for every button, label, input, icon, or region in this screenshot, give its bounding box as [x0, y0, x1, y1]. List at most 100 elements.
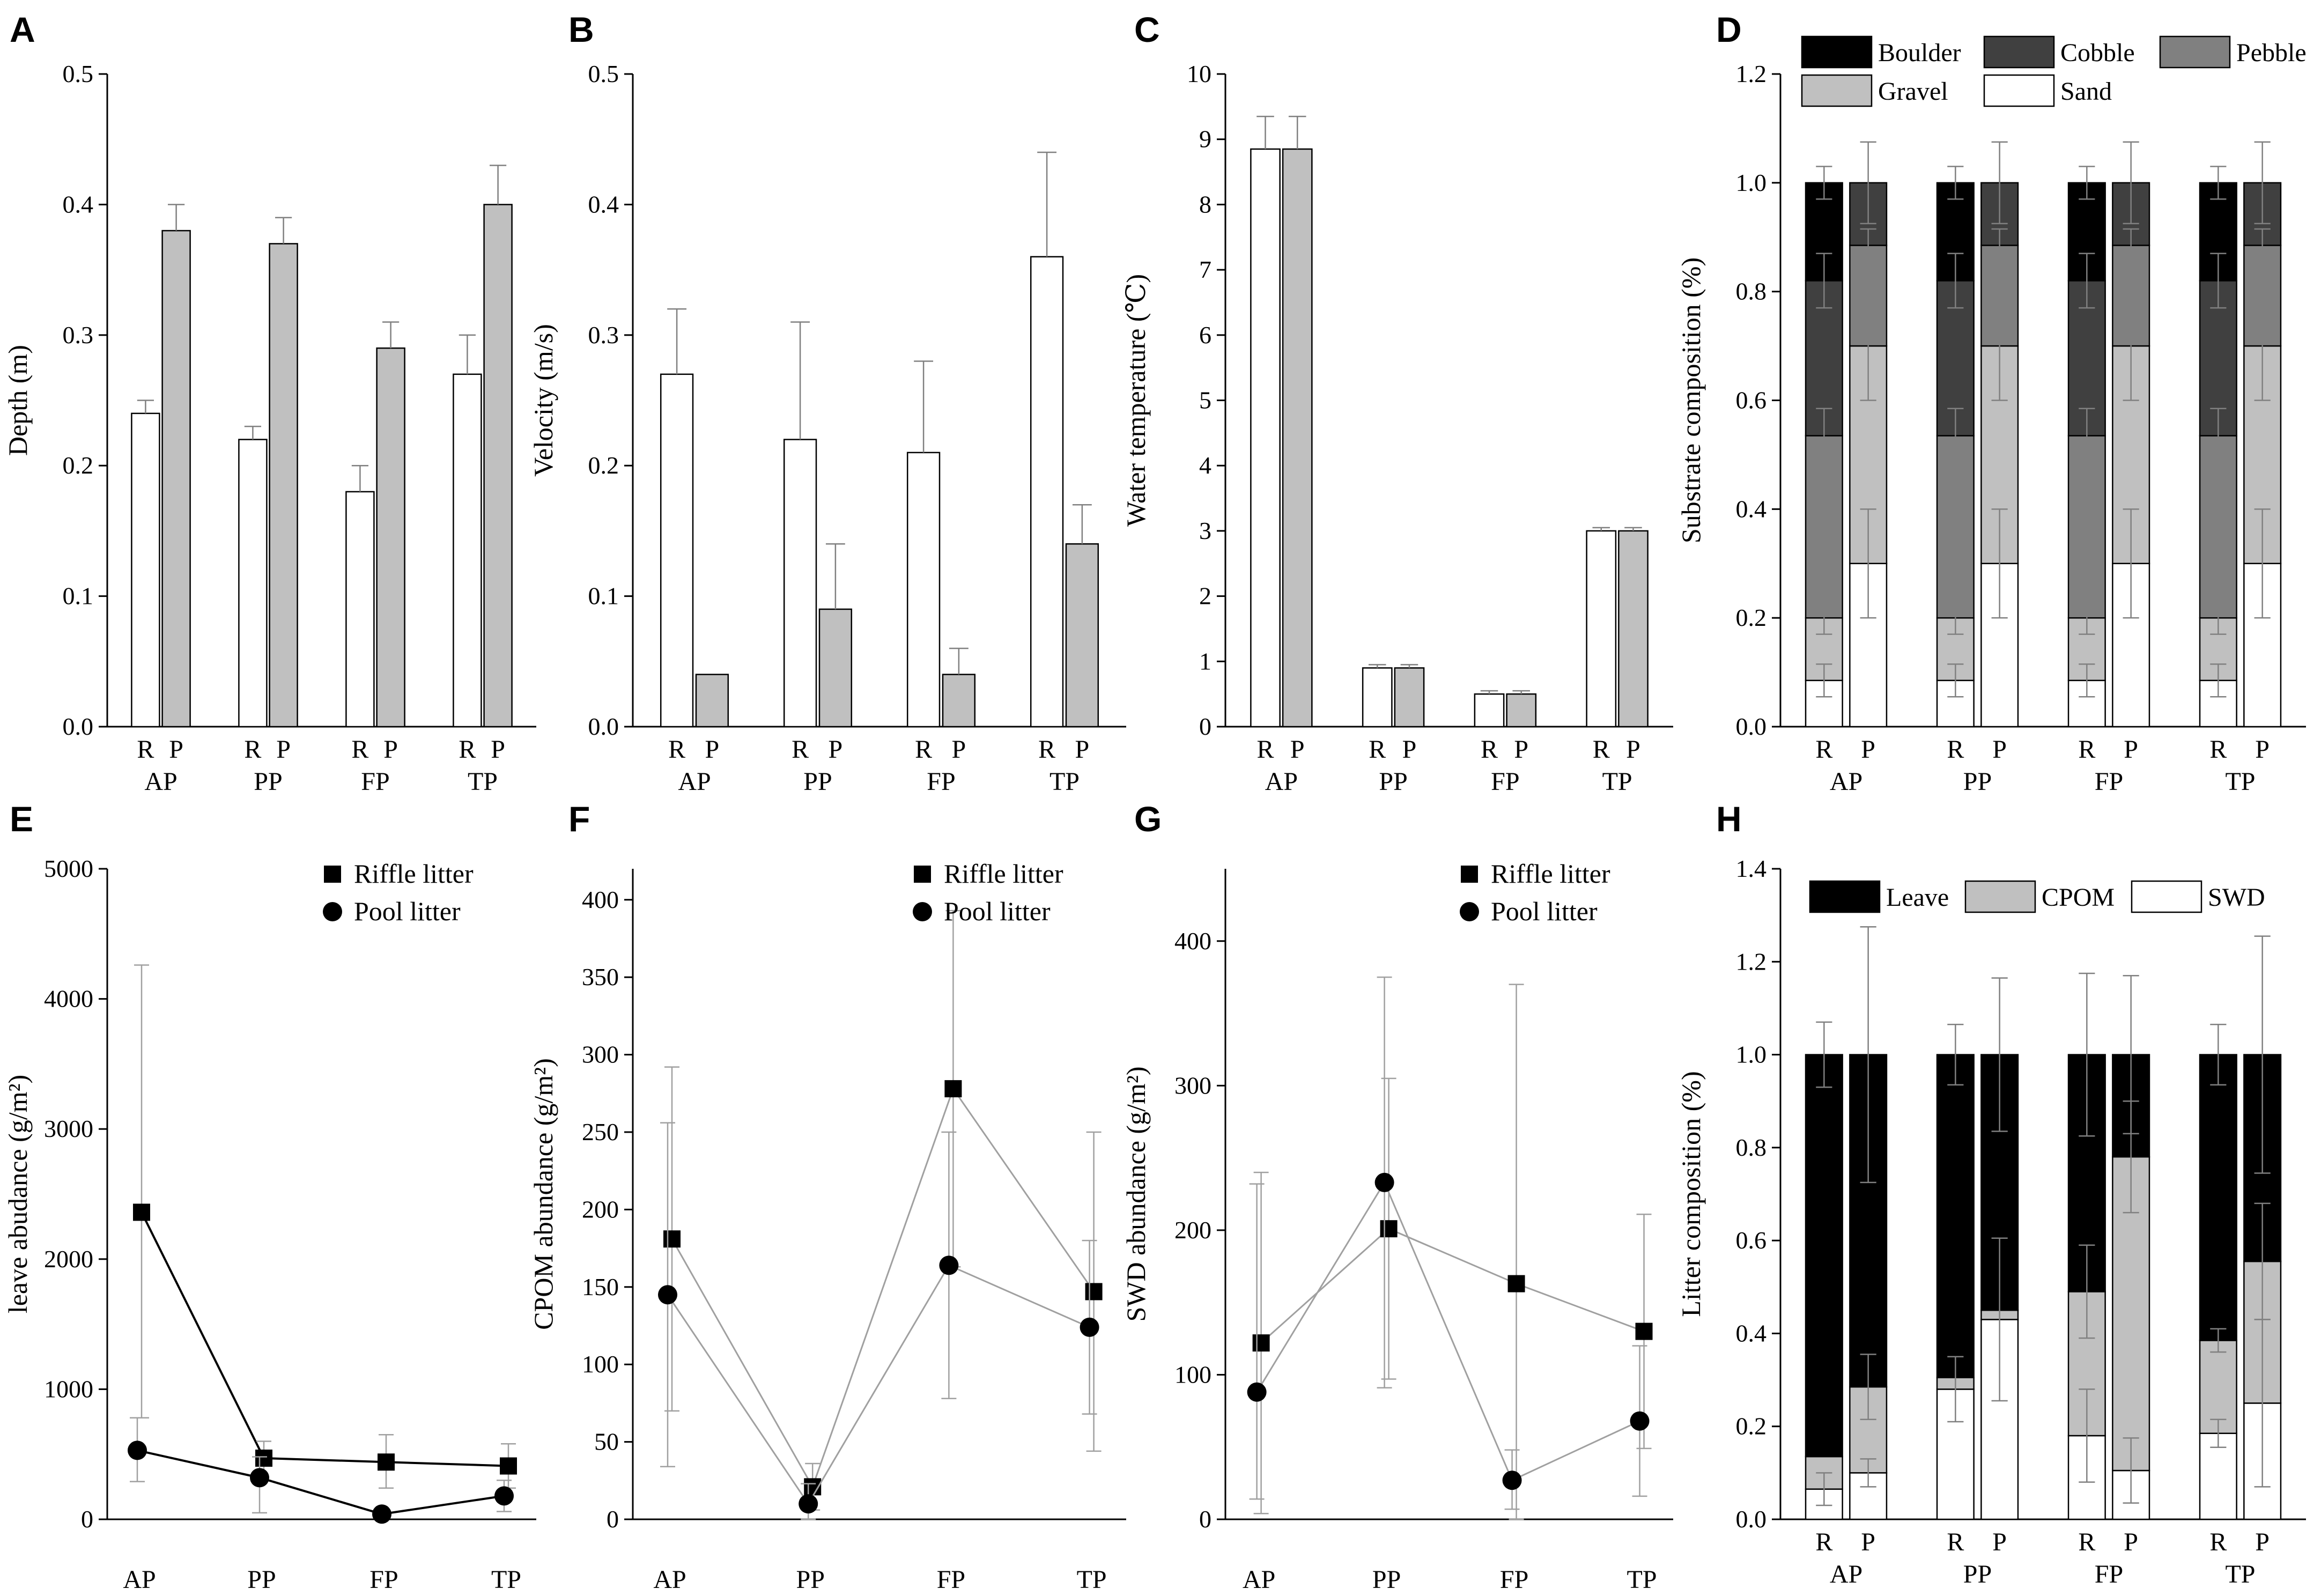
panel-h-y-label: Litter composition (%): [1676, 1071, 1706, 1317]
panel-e-point-riffle-fp: [378, 1453, 395, 1471]
panel-g-x-tick-label: PP: [1372, 1565, 1401, 1594]
panel-b-y-tick-label: 0.1: [588, 582, 619, 610]
panel-e-x-tick-label: TP: [491, 1565, 521, 1594]
panel-f-y-tick-label: 350: [582, 963, 619, 991]
panel-b-y-label: Velocity (m/s): [528, 324, 558, 477]
panel-e-point-riffle-pp: [255, 1449, 272, 1467]
panel-c-sub-label: P: [1402, 735, 1417, 764]
panel-c-bar-fp-r: [1474, 693, 1505, 728]
panel-e-letter: E: [10, 799, 33, 839]
panel-h-legend-swatch-swd: [2131, 880, 2202, 913]
panel-g-point-pool-pp: [1374, 1172, 1394, 1192]
panel-b-y-tick-label: 0.4: [588, 190, 619, 218]
panel-g-point-pool-ap: [1247, 1382, 1267, 1402]
panel-g-y-tick-label: 300: [1174, 1072, 1211, 1099]
panel-g-y-tick-label: 0: [1199, 1505, 1211, 1533]
panel-b-bar-tp-p: [1065, 543, 1099, 728]
panel-d-sub-label: R: [2078, 735, 2095, 764]
panel-f-x-tick-label: FP: [937, 1565, 965, 1594]
panel-d-y-tick-label: 0.6: [1736, 387, 1767, 414]
panel-b-bar-ap-r: [660, 373, 694, 728]
panel-h-sub-label: R: [2209, 1528, 2227, 1556]
panel-h-sub-label: P: [1992, 1528, 2007, 1556]
panel-g-y-tick-label: 100: [1174, 1361, 1211, 1388]
panel-d-segment-pebble: [2199, 435, 2237, 619]
panel-b-bar-fp-r: [906, 452, 941, 728]
panel-h-letter: H: [1716, 799, 1742, 839]
panel-c-y-tick-label: 6: [1199, 321, 1211, 349]
panel-c-bar-pp-r: [1362, 667, 1393, 728]
panel-d-y-tick-label: 0.2: [1736, 604, 1767, 631]
panel-c-y-tick-label: 1: [1199, 647, 1211, 675]
panel-h-legend-label: Leave: [1886, 883, 1949, 912]
panel-c-site-label: TP: [1602, 767, 1632, 796]
panel-c-bar-fp-p: [1506, 693, 1537, 728]
panel-f-y-tick-label: 300: [582, 1041, 619, 1068]
panel-c-site-label: PP: [1379, 767, 1407, 796]
panel-h-y-tick-label: 0.0: [1736, 1505, 1767, 1533]
panel-d-y-label: Substrate composition (%): [1676, 257, 1706, 543]
panel-f-legend-circle: [913, 902, 932, 921]
panel-b-y-tick-label: 0.2: [588, 452, 619, 479]
panel-g-y-tick-label: 200: [1174, 1216, 1211, 1244]
panel-a-y-tick-label: 0.5: [63, 60, 94, 87]
panel-h-y-tick-label: 1.2: [1736, 948, 1767, 975]
panel-b-site-label: AP: [678, 767, 711, 796]
panel-g-legend-square: [1461, 866, 1478, 883]
panel-e-point-riffle-ap: [133, 1203, 150, 1221]
panel-c-y-tick-label: 10: [1187, 60, 1211, 87]
panel-g-x-tick-label: TP: [1627, 1565, 1657, 1594]
panel-f-y-tick-label: 200: [582, 1195, 619, 1223]
panel-f-x-tick-label: TP: [1077, 1565, 1107, 1594]
panel-c-bar-ap-r: [1250, 148, 1281, 728]
panel-d-site-label: TP: [2225, 767, 2255, 796]
panel-f-y-label: CPOM abundance (g/m²): [528, 1058, 558, 1330]
panel-c-y-tick-label: 2: [1199, 582, 1211, 610]
panel-d-legend-swatch-sand: [1983, 74, 2055, 107]
panel-d-legend-label: Boulder: [1878, 39, 1961, 67]
panel-d-y-tick-label: 0.0: [1736, 713, 1767, 740]
panel-d-legend-swatch-gravel: [1801, 74, 1873, 107]
panel-d-site-label: AP: [1830, 767, 1862, 796]
panel-b-site-label: TP: [1049, 767, 1080, 796]
panel-c-bar-tp-r: [1586, 530, 1617, 728]
panel-d-y-tick-label: 0.8: [1736, 278, 1767, 305]
panel-b-bar-tp-r: [1030, 256, 1064, 728]
panel-c-y-tick-label: 8: [1199, 190, 1211, 218]
panel-h-y-tick-label: 0.4: [1736, 1319, 1767, 1347]
panel-a-bar-pp-r: [238, 439, 268, 728]
panel-g-letter: G: [1134, 799, 1162, 839]
panel-c-sub-label: P: [1290, 735, 1305, 764]
panel-f-y-tick-label: 100: [582, 1350, 619, 1378]
panel-f-point-pool-pp: [799, 1494, 818, 1514]
panel-h-segment-leave: [1936, 1054, 1975, 1378]
panel-c-y-tick-label: 0: [1199, 713, 1211, 740]
panel-d-sub-label: P: [1992, 735, 2007, 764]
panel-d-legend-swatch-cobble: [1983, 35, 2055, 69]
panel-g-point-riffle-pp: [1380, 1220, 1398, 1238]
panel-f-point-riffle-ap: [663, 1230, 681, 1248]
panel-d-segment-pebble: [1805, 435, 1843, 619]
panel-a-y-tick-label: 0.1: [63, 582, 94, 610]
panel-g-point-riffle-fp: [1507, 1275, 1525, 1292]
panel-a-bar-tp-p: [483, 204, 513, 728]
panel-c-sub-label: P: [1514, 735, 1528, 764]
panel-f-legend-square: [914, 866, 931, 883]
panel-b-bar-pp-r: [783, 439, 817, 728]
panel-b-site-label: FP: [927, 767, 955, 796]
panel-c-sub-label: R: [1593, 735, 1610, 764]
panel-a-bar-tp-r: [453, 373, 482, 728]
panel-a-bar-fp-p: [376, 347, 405, 728]
panel-c-y-label: Water temperature (℃): [1121, 274, 1151, 527]
panel-b-bar-pp-p: [818, 608, 853, 728]
panel-a-y-tick-label: 0.0: [63, 713, 94, 740]
panel-a-sub-label: P: [491, 735, 505, 764]
panel-a-sub-label: R: [459, 735, 476, 764]
panel-f-x-tick-label: PP: [796, 1565, 825, 1594]
panel-g-point-riffle-ap: [1252, 1334, 1270, 1352]
panel-a-bar-ap-p: [161, 230, 191, 728]
panel-h-segment-leave: [2199, 1054, 2237, 1341]
panel-g-legend-label: Pool litter: [1491, 896, 1598, 926]
panel-a-site-label: PP: [254, 767, 282, 796]
panel-d-segment-pebble: [1936, 435, 1975, 619]
